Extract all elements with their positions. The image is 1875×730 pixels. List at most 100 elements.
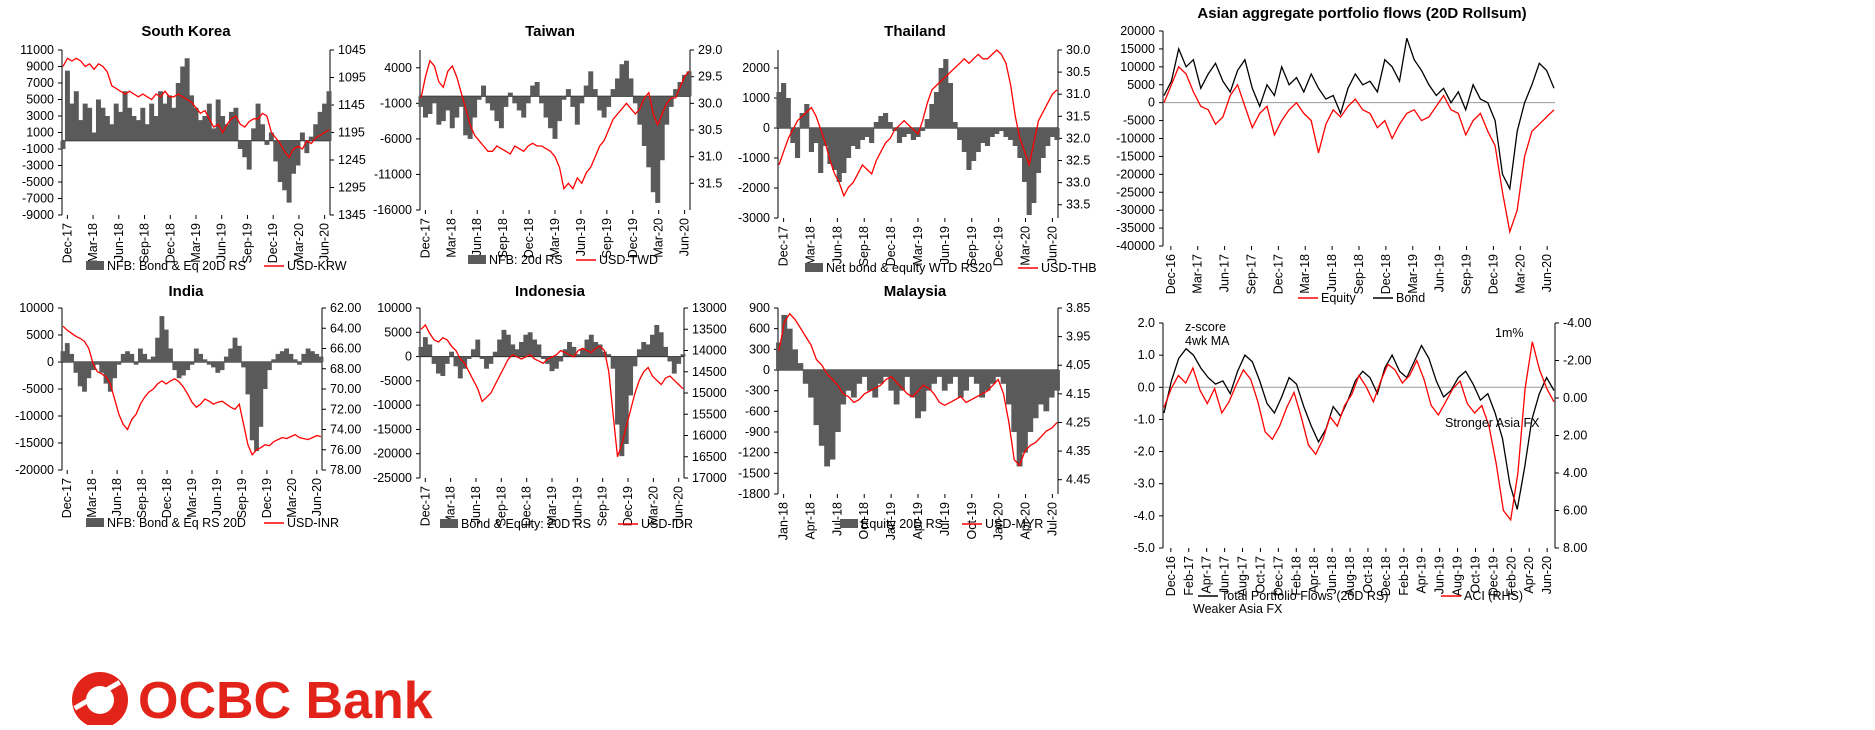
legend-label: NFB: 20d RS xyxy=(489,253,563,267)
chart-korea: South Korea 11000 9000 7000 5000 3000 1000 -100… xyxy=(20,23,366,273)
bar xyxy=(150,356,156,362)
bar xyxy=(90,362,96,371)
x-tick-label: Jun-20 xyxy=(678,218,692,256)
bar xyxy=(601,351,607,357)
series-line xyxy=(1163,65,1555,235)
bar xyxy=(153,116,159,141)
y-tick-left: -1000 xyxy=(22,142,54,156)
bar xyxy=(295,140,301,166)
bar xyxy=(118,111,124,141)
x-tick-label: Jul-19 xyxy=(938,502,952,536)
bar xyxy=(94,362,100,365)
x-tick-label: Dec-18 xyxy=(160,478,174,518)
y-tick-left: 5000 xyxy=(1127,78,1155,92)
y-tick-left: -15000 xyxy=(15,436,54,450)
bar xyxy=(929,104,935,128)
y-tick-right: 30.0 xyxy=(1066,43,1090,57)
bar xyxy=(301,353,307,362)
x-tick-label: Feb-20 xyxy=(1504,556,1518,596)
y-tick-right: 30.0 xyxy=(698,96,722,110)
bar xyxy=(518,342,524,357)
bar xyxy=(536,344,542,357)
x-tick-label: Mar-19 xyxy=(548,218,562,258)
y-tick-left: 3000 xyxy=(26,109,54,123)
bar xyxy=(899,370,905,391)
y-tick-right: 31.0 xyxy=(698,150,722,164)
bar xyxy=(909,370,916,398)
y-tick-left: -1800 xyxy=(738,487,770,501)
bar xyxy=(941,370,948,391)
legend-label: Equity xyxy=(1321,291,1356,305)
series-line xyxy=(62,57,330,159)
bar xyxy=(979,370,986,398)
y-tick-left: -5000 xyxy=(22,175,54,189)
y-tick-left: 2000 xyxy=(742,61,770,75)
bar xyxy=(109,124,115,141)
logo-text: OCBC Bank xyxy=(138,672,433,725)
bar xyxy=(673,89,679,97)
bar xyxy=(850,128,856,146)
bar xyxy=(91,132,97,141)
y-tick-left: 300 xyxy=(749,342,770,356)
y-tick-right: 4.00 xyxy=(1563,466,1587,480)
y-tick-right: 16000 xyxy=(692,429,727,443)
bar xyxy=(228,348,234,362)
bar xyxy=(82,103,88,141)
bar xyxy=(112,362,118,379)
x-tick-label: Mar-19 xyxy=(1406,254,1420,294)
bar xyxy=(523,334,529,357)
bar xyxy=(245,362,251,395)
bar xyxy=(601,96,607,118)
bar xyxy=(984,128,991,146)
bar xyxy=(318,356,324,362)
bar xyxy=(484,356,489,369)
bar xyxy=(947,370,953,384)
bar xyxy=(878,116,884,128)
bar xyxy=(431,356,437,364)
bar xyxy=(255,103,261,141)
bar xyxy=(206,362,212,365)
bar xyxy=(925,370,932,391)
bar xyxy=(677,82,683,97)
y-tick-right: 4.45 xyxy=(1066,473,1090,487)
bar xyxy=(610,89,616,97)
bar xyxy=(1035,128,1042,173)
bar xyxy=(623,60,629,97)
bar xyxy=(1040,128,1046,158)
bar xyxy=(171,107,177,141)
bar xyxy=(202,359,208,362)
bar xyxy=(454,96,460,118)
x-tick-label: Mar-19 xyxy=(911,226,925,266)
bar xyxy=(539,96,545,104)
bar xyxy=(920,128,926,131)
chart-indonesia: Indonesia 10000 5000 0 -5000 -10000 -15000 -200… xyxy=(373,283,727,531)
bar xyxy=(980,128,986,143)
y-tick-right: 1145 xyxy=(338,98,365,112)
y-tick-left: 10000 xyxy=(19,301,54,315)
bar xyxy=(552,96,558,139)
bar xyxy=(534,82,540,97)
y-tick-right: 16500 xyxy=(692,450,727,464)
series-line xyxy=(62,325,322,457)
y-tick-left: -1000 xyxy=(738,151,770,165)
bar xyxy=(924,119,930,128)
chart-title: Indonesia xyxy=(515,283,586,300)
bar xyxy=(659,96,665,161)
bar xyxy=(87,107,93,141)
chart-taiwan: Taiwan 4000 -1000 -6000 -11000 -16000 29.0 29.5… xyxy=(373,23,722,267)
y-tick-right: 32.0 xyxy=(1066,131,1090,145)
x-tick-label: Jun-20 xyxy=(672,486,686,524)
bar xyxy=(78,120,84,141)
bar xyxy=(877,370,884,384)
bar xyxy=(530,85,536,97)
annotation-top_left: z-score xyxy=(1185,320,1226,334)
bar xyxy=(189,95,195,141)
bar xyxy=(268,132,274,141)
bar xyxy=(514,349,520,357)
legend-label: USD-INR xyxy=(287,516,339,530)
chart-total-vs-aci: 2.0 1.0 0.0 -1.0 -2.0 -3.0 -4.0 -5.0 -4.00 -2.00 0… xyxy=(1133,316,1591,616)
bar xyxy=(574,96,580,125)
y-tick-right: 1095 xyxy=(338,71,366,85)
bar xyxy=(915,370,921,419)
bar xyxy=(931,370,937,384)
